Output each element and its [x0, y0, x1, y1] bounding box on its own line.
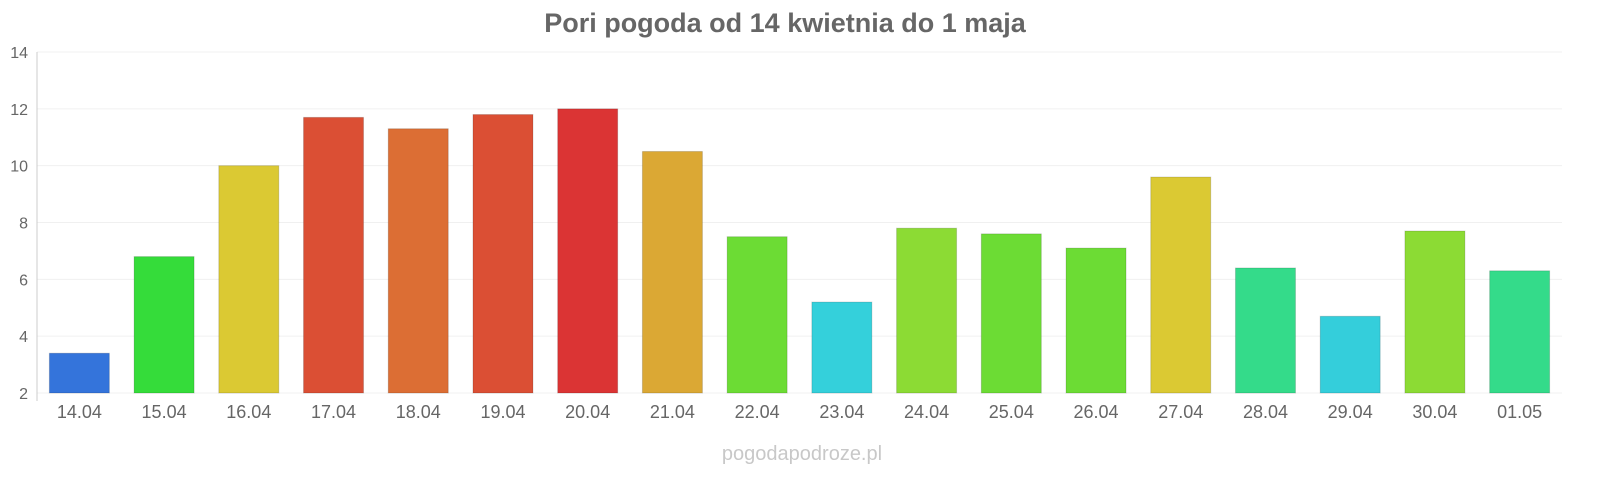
x-tick-label: 24.04	[904, 402, 949, 422]
y-tick-label: 8	[19, 216, 28, 233]
x-tick-label: 18.04	[396, 402, 441, 422]
x-tick-label: 16.04	[226, 402, 271, 422]
y-axis: 2 4 6 8 10 12 14	[10, 45, 38, 403]
x-tick-label: 25.04	[989, 402, 1034, 422]
bar-17.04	[303, 116, 365, 394]
bar-30.04	[1404, 230, 1466, 394]
bar-16.04	[218, 165, 280, 394]
bar-27.04	[1150, 176, 1212, 394]
y-tick-label: 10	[10, 159, 28, 176]
bar-21.04	[641, 150, 703, 394]
x-tick-label: 21.04	[650, 402, 695, 422]
bar-01.05	[1489, 270, 1551, 394]
x-tick-label: 19.04	[480, 402, 525, 422]
chart-title: Pori pogoda od 14 kwietnia do 1 maja	[544, 8, 1027, 38]
x-tick-label: 22.04	[735, 402, 780, 422]
bar-28.04	[1234, 267, 1296, 394]
watermark: pogodapodroze.pl	[722, 443, 882, 465]
bar-26.04	[1065, 247, 1127, 394]
y-tick-label: 12	[10, 102, 28, 119]
bar-24.04	[896, 227, 958, 394]
bar-20.04	[557, 108, 619, 394]
x-tick-label: 01.05	[1497, 402, 1542, 422]
x-tick-label: 15.04	[142, 402, 187, 422]
bar-22.04	[726, 236, 788, 394]
bar-23.04	[811, 301, 873, 394]
bar-18.04	[387, 128, 449, 394]
x-tick-label: 14.04	[57, 402, 102, 422]
x-tick-label: 17.04	[311, 402, 356, 422]
bar-25.04	[980, 233, 1042, 394]
x-tick-label: 29.04	[1328, 402, 1373, 422]
bar-29.04	[1319, 315, 1381, 394]
bar-14.04	[48, 352, 110, 394]
y-tick-label: 6	[19, 272, 28, 289]
x-axis: 14.04 15.04 16.04 17.04 18.04 19.04 20.04 21.04…	[57, 402, 1542, 422]
y-tick-label: 2	[19, 386, 28, 403]
x-tick-label: 26.04	[1074, 402, 1119, 422]
y-tick-label: 14	[10, 45, 28, 62]
bar-19.04	[472, 114, 534, 394]
bars	[48, 108, 1551, 394]
grid	[37, 51, 1562, 394]
x-tick-label: 20.04	[565, 402, 610, 422]
x-tick-label: 27.04	[1158, 402, 1203, 422]
x-tick-label: 23.04	[819, 402, 864, 422]
x-tick-label: 30.04	[1412, 402, 1457, 422]
y-tick-label: 4	[19, 329, 28, 346]
bar-15.04	[133, 256, 195, 394]
x-tick-label: 28.04	[1243, 402, 1288, 422]
